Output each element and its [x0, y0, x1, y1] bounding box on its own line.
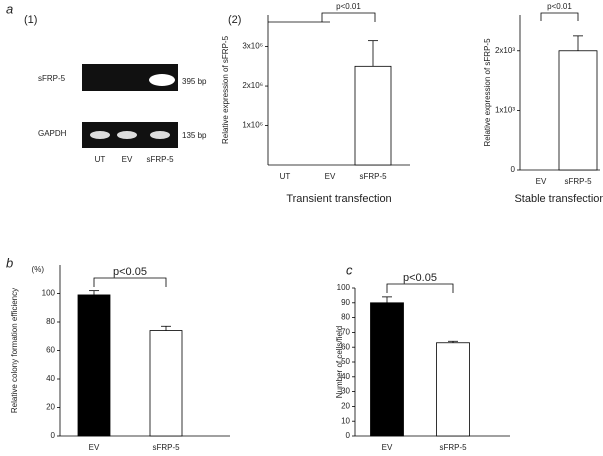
panel-label: a	[6, 1, 13, 16]
y-tick-label: 20	[341, 402, 350, 411]
x-tick-label: EV	[536, 177, 547, 186]
lane-label: sFRP-5	[146, 155, 174, 164]
y-tick-label: 80	[341, 313, 350, 322]
significance-bracket	[386, 283, 454, 293]
y-tick-label: 0	[346, 431, 351, 440]
gel-band	[150, 131, 170, 139]
panel-label: c	[346, 262, 353, 277]
unit-label: (%)	[32, 265, 45, 274]
significance-bracket	[321, 12, 376, 22]
x-tick-label: sFRP-5	[359, 172, 387, 181]
bar	[370, 302, 404, 437]
annotation: p<0.05	[403, 272, 437, 284]
band-name: sFRP-5	[38, 74, 66, 83]
gel-label: (1)	[24, 14, 37, 26]
y-tick-label: 40	[341, 372, 350, 381]
y-tick-label: 20	[46, 403, 55, 412]
y-tick-label: 90	[341, 298, 350, 307]
y-tick-label: 10	[341, 416, 350, 425]
x-axis-label: Stable transfection	[514, 193, 603, 205]
y-tick-label: 1x10⁶	[242, 121, 263, 130]
x-axis-label: Transient transfection	[286, 193, 391, 205]
y-tick-label: 60	[341, 342, 350, 351]
y-tick-label: 40	[46, 374, 55, 383]
y-axis-label: Relative colony formation efficiency	[10, 288, 19, 413]
band-name: GAPDH	[38, 129, 67, 138]
y-tick-label: 100	[42, 289, 56, 298]
band-size: 135 bp	[182, 131, 207, 140]
y-tick-label: 80	[46, 317, 55, 326]
y-tick-label: 70	[341, 328, 350, 337]
annotation: p<0.01	[336, 2, 361, 11]
x-tick-label: UT	[280, 172, 291, 181]
y-tick-label: 0	[51, 431, 56, 440]
x-tick-label: EV	[382, 443, 393, 452]
chart-label: (2)	[228, 14, 241, 26]
y-tick-label: 50	[341, 357, 350, 366]
y-tick-label: 60	[46, 346, 55, 355]
y-tick-label: 1x10³	[495, 105, 515, 114]
bar	[77, 294, 111, 437]
significance-bracket	[93, 277, 167, 287]
y-tick-label: 3x10⁶	[242, 42, 263, 51]
x-tick-label: EV	[325, 172, 336, 181]
y-tick-label: 100	[337, 283, 351, 292]
y-tick-label: 2x10³	[495, 46, 515, 55]
y-tick-label: 2x10⁶	[242, 81, 263, 90]
x-tick-label: sFRP-5	[152, 443, 180, 452]
y-axis-label: Relative expression of sFRP-5	[221, 35, 230, 144]
bar	[436, 342, 470, 437]
gel-band	[149, 74, 175, 86]
x-tick-label: sFRP-5	[564, 177, 592, 186]
bar	[149, 330, 183, 437]
gel-band	[90, 131, 110, 139]
x-tick-label: EV	[89, 443, 100, 452]
gel-band	[117, 131, 137, 139]
lane-label: EV	[122, 155, 133, 164]
annotation: p<0.01	[547, 2, 572, 11]
y-axis-label: Relative expression of sFRP-5	[483, 38, 492, 147]
y-axis-label: Number of cells/field	[335, 326, 344, 398]
annotation: p<0.05	[113, 266, 147, 278]
band-size: 395 bp	[182, 77, 207, 86]
x-tick-label: sFRP-5	[439, 443, 467, 452]
lane-label: UT	[95, 155, 106, 164]
significance-bracket	[540, 12, 579, 21]
panel-label: b	[6, 255, 13, 270]
bar	[354, 65, 392, 166]
bar	[558, 50, 598, 171]
y-tick-label: 0	[511, 165, 516, 174]
y-tick-label: 30	[341, 387, 350, 396]
